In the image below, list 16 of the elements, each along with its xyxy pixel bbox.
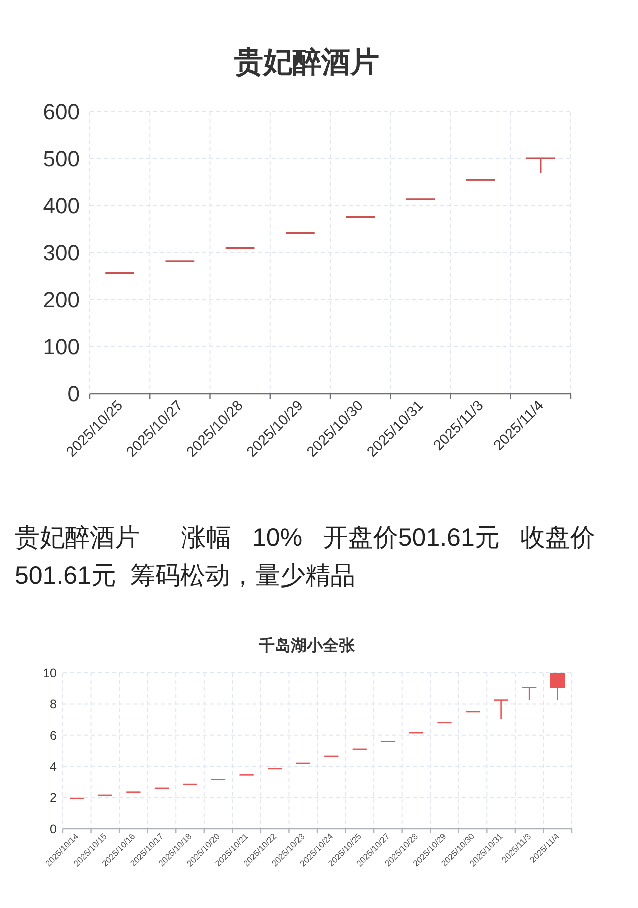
y-tick-label: 200: [43, 288, 80, 313]
chart-title: 贵妃醉酒片: [234, 46, 380, 79]
y-tick-label: 500: [43, 146, 80, 172]
y-tick-label: 0: [68, 382, 80, 407]
y-tick-label: 300: [43, 240, 80, 266]
text: 贵妃醉酒片 涨幅 10% 开盘价501.61元 收盘价501.61元 筹码松动，量少精品: [15, 523, 597, 592]
chart-title: 千岛湖小全张: [258, 637, 356, 655]
y-tick-label: 10: [43, 666, 58, 680]
y-tick-label: 6: [50, 728, 58, 743]
y-tick-label: 400: [43, 194, 80, 219]
y-tick-label: 100: [43, 334, 80, 360]
y-tick-label: 8: [50, 698, 58, 712]
y-tick-label: 0: [50, 822, 58, 836]
y-tick-label: 600: [43, 100, 80, 125]
y-tick-label: 2: [50, 791, 58, 806]
y-tick-label: 4: [50, 760, 58, 774]
